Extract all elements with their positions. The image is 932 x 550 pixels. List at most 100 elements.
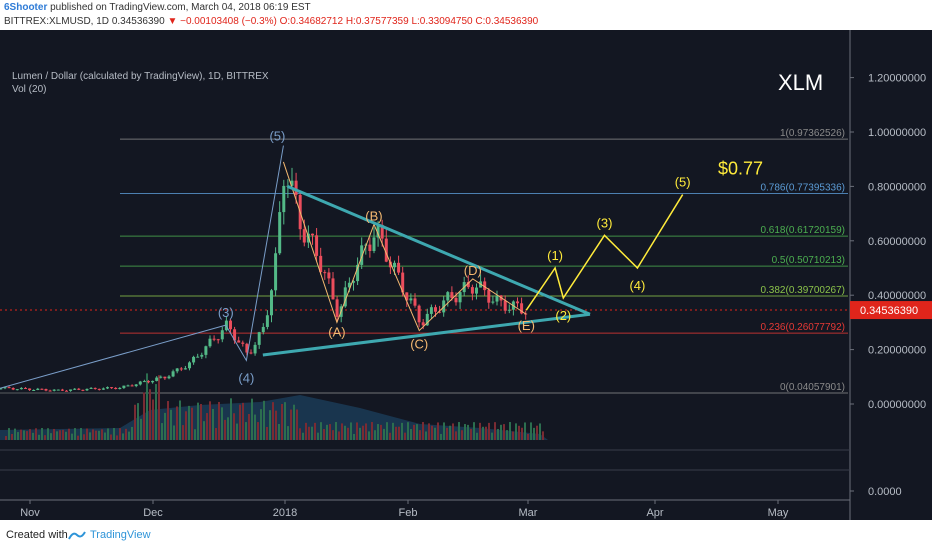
candle-body — [520, 303, 524, 314]
candle-body — [44, 389, 48, 391]
candle-body — [249, 352, 253, 354]
volume-bar — [482, 426, 484, 440]
volume-bar — [128, 431, 130, 440]
candle-body — [105, 387, 109, 389]
volume-bar — [278, 423, 280, 440]
volume-bar — [311, 426, 313, 440]
volume-bar — [14, 428, 16, 440]
volume-bar — [527, 433, 529, 440]
volume-bar — [536, 425, 538, 440]
volume-bar — [83, 434, 85, 440]
volume-bar — [146, 373, 148, 440]
fib-level-label: 0.618(0.61720159) — [760, 225, 845, 236]
time-tick-label: Mar — [519, 507, 538, 519]
candle-body — [64, 390, 68, 392]
volume-bar — [206, 413, 208, 440]
chart-area[interactable]: 1.20000000 1.00000000 0.80000000 0.60000000… — [0, 30, 932, 520]
candle-body — [212, 338, 216, 340]
volume-bar — [503, 424, 505, 440]
volume-bar — [116, 435, 118, 440]
volume-bar — [65, 431, 67, 440]
volume-bar — [515, 423, 517, 440]
candle-body — [405, 292, 409, 301]
candle-body — [331, 278, 335, 300]
orange-wave-label: (E) — [518, 318, 535, 333]
price-tick-label: 0.80000000 — [868, 181, 926, 193]
volume-bar — [137, 403, 139, 440]
volume-bar — [305, 422, 307, 440]
tradingview-brand-link[interactable]: TradingView — [90, 529, 151, 541]
candle-body — [466, 282, 470, 288]
volume-bar — [317, 432, 319, 440]
volume-bar — [203, 421, 205, 440]
volume-bar — [209, 401, 211, 440]
price-tick-label: 1.20000000 — [868, 73, 926, 85]
candle-body — [126, 385, 130, 387]
candle-body — [118, 387, 122, 389]
candle-body — [253, 344, 257, 354]
candle-body — [97, 388, 101, 390]
volume-bar — [224, 419, 226, 440]
candle-body — [392, 262, 396, 268]
candle-body — [474, 287, 478, 294]
volume-bar — [212, 408, 214, 440]
volume-bar — [26, 431, 28, 440]
volume-bar — [302, 432, 304, 440]
volume-bar — [11, 433, 13, 440]
volume-bar — [233, 413, 235, 440]
volume-bar — [20, 429, 22, 440]
volume-bar — [281, 403, 283, 440]
volume-bar — [155, 384, 157, 440]
time-tick-label: 2018 — [273, 507, 297, 519]
volume-bar — [404, 432, 406, 440]
volume-bar — [440, 433, 442, 440]
volume-bar — [539, 423, 541, 440]
volume-bar — [458, 422, 460, 440]
legend-volume: Vol (20) — [12, 84, 47, 95]
candle-body — [175, 368, 179, 372]
publish-header: 6Shooter published on TradingView.com, M… — [0, 0, 932, 30]
volume-bar — [287, 426, 289, 440]
volume-bar — [191, 407, 193, 440]
candle-body — [28, 388, 32, 391]
candle-body — [52, 389, 56, 391]
volume-bar — [455, 431, 457, 440]
candle-body — [429, 307, 433, 314]
candle-body — [69, 389, 73, 391]
volume-bar — [530, 422, 532, 440]
candle-body — [32, 389, 36, 391]
candle-body — [421, 322, 425, 326]
candle-body — [159, 376, 163, 378]
volume-bar — [338, 431, 340, 440]
volume-bar — [533, 427, 535, 440]
candle-body — [101, 388, 105, 390]
candle-body — [151, 380, 155, 383]
footer: Created with TradingView — [0, 520, 932, 550]
volume-bar — [59, 430, 61, 440]
open-value: O:0.34682712 — [279, 16, 344, 27]
fib-level-label: 1(0.97362526) — [780, 128, 845, 139]
orange-wave-label: (B) — [365, 208, 382, 223]
chart-canvas[interactable]: 1.20000000 1.00000000 0.80000000 0.60000000… — [0, 30, 932, 520]
candle-body — [163, 376, 167, 379]
candle-body — [425, 313, 429, 326]
volume-bar — [257, 422, 259, 440]
fib-level-label: 0.382(0.39700267) — [760, 285, 845, 296]
candle-body — [507, 309, 511, 311]
volume-bar — [80, 428, 82, 440]
candle-body — [208, 338, 212, 347]
blue-wave-line — [225, 145, 284, 362]
author-link[interactable]: 6Shooter — [4, 2, 48, 13]
candle-body — [167, 376, 171, 379]
volume-bar — [176, 406, 178, 440]
volume-bar — [452, 423, 454, 440]
projection-wave-label: (2) — [555, 308, 571, 323]
blue-wave-line — [0, 324, 226, 389]
volume-bar — [497, 429, 499, 440]
blue-wave-label: (3) — [218, 305, 234, 320]
volume-bar — [86, 428, 88, 440]
volume-bar — [110, 434, 112, 440]
volume-bar — [506, 430, 508, 440]
candle-body — [401, 272, 405, 293]
candle-body — [380, 224, 384, 239]
